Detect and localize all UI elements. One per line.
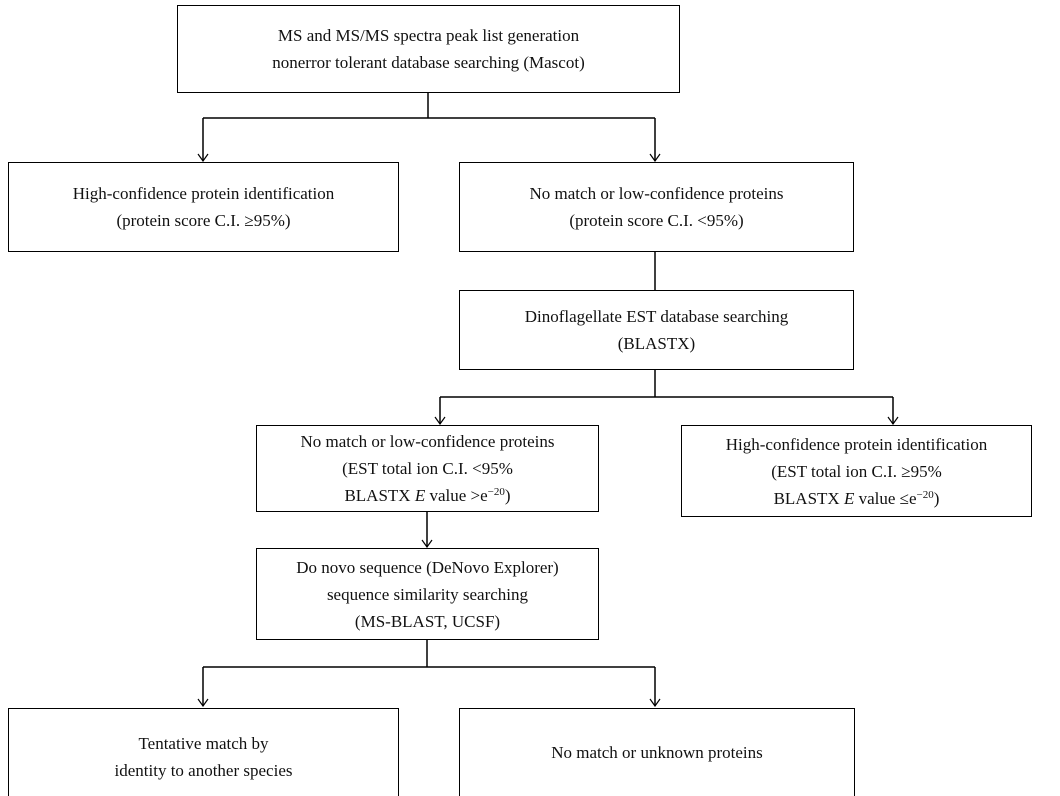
node-text: nonerror tolerant database searching (Ma…: [272, 53, 585, 72]
node: Dinoflagellate EST database searching (B…: [459, 290, 854, 370]
node-text: BLASTX E value ≤e−20): [774, 485, 940, 512]
node-text: sequence similarity searching: [326, 584, 529, 604]
text-part: E: [843, 488, 855, 508]
node-text: Do novo sequence (DeNovo Explorer): [296, 557, 559, 577]
text-part: BLASTX: [773, 488, 844, 508]
node-text: MS and MS/MS spectra peak list generatio…: [277, 26, 580, 45]
node-text: High-confidence protein identification: [72, 184, 335, 203]
text-part: value >e: [425, 486, 488, 505]
node: No match or unknown proteins: [459, 708, 855, 796]
superscript: −20: [487, 486, 505, 498]
node-text: (BLASTX): [617, 334, 696, 353]
node: No match or low-confidence proteins (pro…: [459, 162, 854, 252]
node-text: (EST total ion C.I. <95%: [342, 459, 513, 478]
node: Tentative match by identity to another s…: [8, 708, 399, 796]
node-text: No match or unknown proteins: [551, 743, 763, 762]
node-text: Dinoflagellate EST database searching: [524, 307, 789, 326]
node: No match or low-confidence proteins (EST…: [256, 425, 599, 512]
node-text: (protein score C.I. <95%): [569, 211, 744, 230]
node-text: No match or low-confidence proteins: [529, 184, 784, 203]
node-text: No match or low-confidence proteins: [300, 432, 555, 451]
node: Do novo sequence (DeNovo Explorer) seque…: [256, 548, 599, 640]
node-text: (MS-BLAST, UCSF): [354, 611, 501, 631]
text-part: E: [414, 486, 426, 505]
node-text: BLASTX E value >e−20): [344, 482, 510, 509]
node-text: Tentative match by: [138, 733, 269, 753]
node: High-confidence protein identification (…: [681, 425, 1032, 517]
node: High-confidence protein identification (…: [8, 162, 399, 252]
node-text: (EST total ion C.I. ≥95%: [771, 461, 942, 481]
node-text: High-confidence protein identification: [725, 434, 988, 454]
text-part: BLASTX: [344, 486, 415, 505]
node: MS and MS/MS spectra peak list generatio…: [177, 5, 680, 93]
text-part: ): [933, 488, 940, 508]
text-part: value ≤e: [854, 488, 917, 508]
node-text: (protein score C.I. ≥95%): [116, 211, 291, 230]
text-part: ): [504, 486, 511, 505]
node-text: identity to another species: [114, 760, 293, 780]
superscript: −20: [916, 488, 934, 501]
